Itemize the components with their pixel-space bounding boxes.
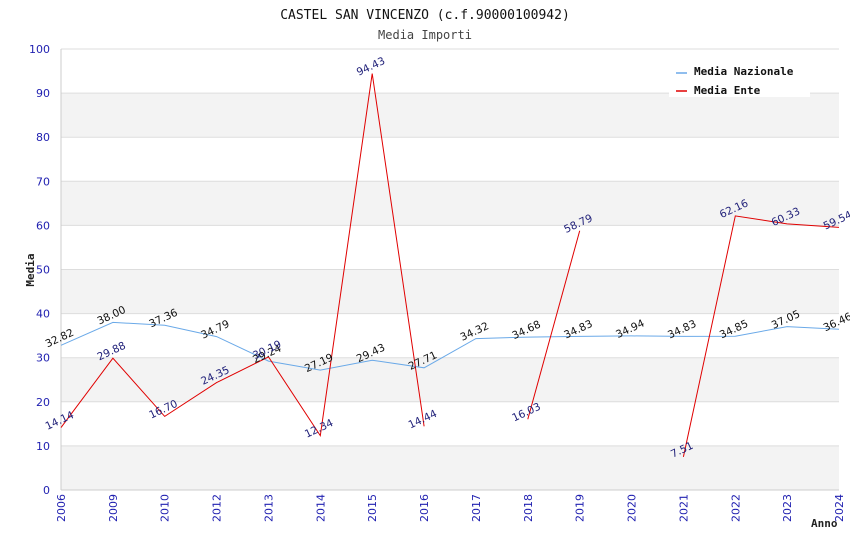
- y-tick-label: 60: [36, 219, 50, 232]
- grid-band: [61, 269, 839, 314]
- y-tick-label: 100: [29, 43, 50, 56]
- data-label: 34.83: [562, 318, 594, 342]
- grid-band: [61, 181, 839, 226]
- y-tick-label: 10: [36, 440, 50, 453]
- y-tick-label: 20: [36, 396, 50, 409]
- x-tick-label: 2010: [159, 494, 172, 522]
- grid-band: [61, 357, 839, 402]
- grid-bands: [61, 93, 839, 490]
- x-tick-label: 2024: [833, 494, 846, 522]
- y-axis-label: Media: [24, 253, 37, 286]
- y-axis-ticks: 0 10 20 30 40 50 60 70 80 90 100: [29, 43, 50, 497]
- grid-band: [61, 445, 839, 490]
- x-tick-label: 2017: [470, 494, 483, 522]
- y-tick-label: 50: [36, 264, 50, 277]
- data-label: 34.32: [459, 320, 491, 344]
- grid-band: [61, 93, 839, 138]
- chart-subtitle: Media Importi: [378, 28, 472, 42]
- y-tick-label: 30: [36, 352, 50, 365]
- x-tick-label: 2009: [107, 494, 120, 522]
- x-tick-label: 2023: [781, 494, 794, 522]
- data-label: 34.68: [510, 319, 542, 343]
- data-label: 34.83: [666, 318, 698, 342]
- data-label: 34.85: [718, 318, 750, 342]
- y-tick-label: 70: [36, 175, 50, 188]
- series-lines: [60, 73, 840, 458]
- chart-title: CASTEL SAN VINCENZO (c.f.90000100942): [280, 8, 570, 23]
- x-axis-ticks: 2006 2009 2010 2012 2013 2014 2015 2016 2017 2018…: [55, 494, 846, 522]
- x-tick-label: 2020: [626, 494, 639, 522]
- x-tick-label: 2013: [262, 494, 275, 522]
- series-line-media-ente: [527, 230, 581, 420]
- series-line-media-ente: [682, 215, 840, 458]
- data-label: 12.34: [303, 417, 336, 441]
- x-tick-label: 2022: [729, 494, 742, 522]
- series-line-media-ente: [60, 73, 425, 437]
- x-tick-label: 2014: [314, 494, 327, 522]
- x-tick-label: 2015: [366, 494, 379, 522]
- y-tick-label: 80: [36, 131, 50, 144]
- data-label: 94.43: [355, 55, 387, 79]
- data-label: 32.82: [44, 327, 76, 351]
- grid-lines: [61, 48, 839, 491]
- y-tick-label: 0: [43, 484, 50, 497]
- legend-label-media-nazionale: Media Nazionale: [694, 65, 794, 78]
- x-tick-label: 2012: [211, 494, 224, 522]
- data-label: 36.46: [822, 311, 850, 335]
- legend: Media Nazionale Media Ente: [669, 59, 810, 97]
- x-tick-label: 2006: [55, 494, 68, 522]
- data-label: 34.94: [614, 317, 647, 341]
- y-tick-label: 40: [36, 308, 50, 321]
- data-label: 14.14: [44, 409, 77, 433]
- x-tick-label: 2021: [677, 494, 690, 522]
- x-tick-label: 2016: [418, 494, 431, 522]
- data-label: 16.03: [510, 401, 542, 425]
- x-tick-label: 2019: [574, 494, 587, 522]
- y-tick-label: 90: [36, 87, 50, 100]
- axes: [60, 49, 839, 491]
- x-tick-label: 2018: [522, 494, 535, 522]
- legend-label-media-ente: Media Ente: [694, 84, 761, 97]
- data-label: 34.79: [199, 318, 231, 342]
- data-label: 14.44: [407, 408, 440, 432]
- x-axis-label: Anno: [811, 517, 838, 530]
- legend-box: [669, 59, 810, 97]
